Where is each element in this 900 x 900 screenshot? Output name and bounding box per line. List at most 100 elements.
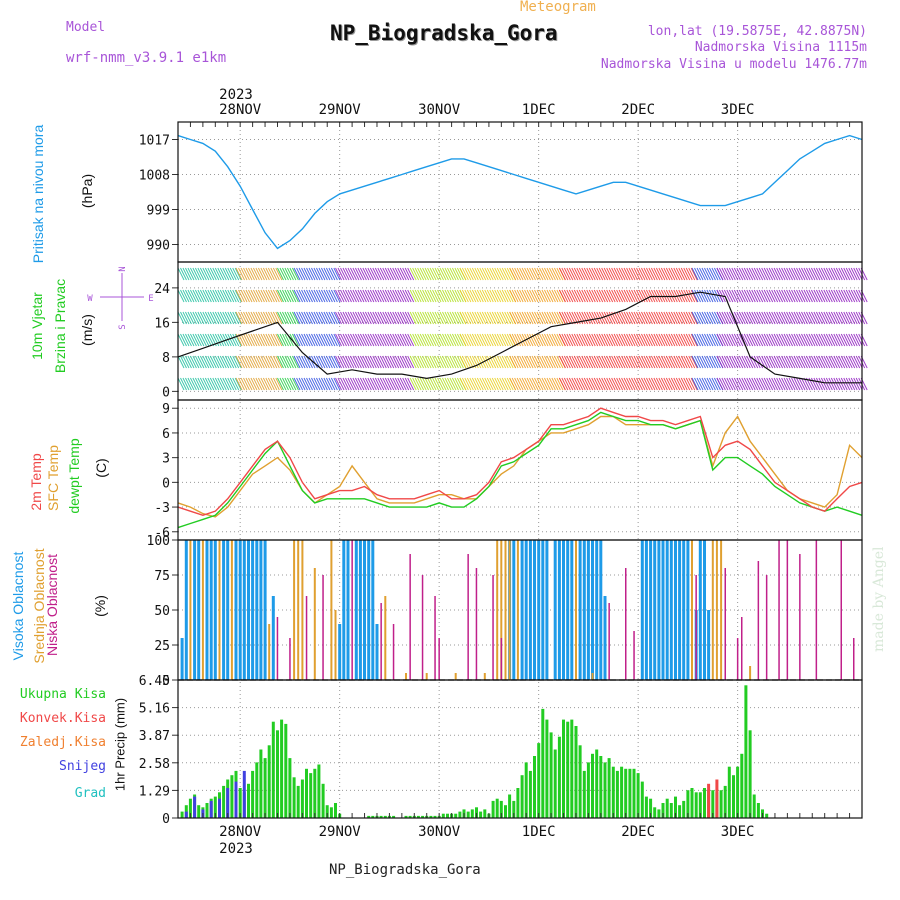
wind-barb [616,289,624,303]
wind-barb [783,311,791,325]
wind-barb [618,267,626,281]
wind-barb [621,355,629,369]
wind-barb [354,355,362,369]
wind-barb [709,333,716,347]
wind-barb [748,355,756,369]
wind-barb [289,377,297,391]
wind-barb [643,267,651,281]
wind-barb [451,289,459,303]
wind-barb [531,311,539,325]
wind-barb [509,377,517,391]
wind-barb [265,377,273,391]
wind-barb [606,377,614,391]
wind-barb [474,333,482,347]
wind-barb [723,267,731,281]
wind-barb [626,289,633,303]
wind-barb [437,333,444,347]
wind-barb [788,377,796,391]
wind-barb [340,333,347,347]
wind-barb [631,267,638,281]
wind-barb [731,267,739,281]
wind-barb [255,289,263,303]
wind-barb [461,267,469,281]
wind-barb [711,355,719,369]
wind-barb [432,333,439,347]
wind-barb [778,267,786,281]
wind-barb [279,355,287,369]
top-day-label: 30NOV [418,102,461,118]
wind-barb [556,267,564,281]
wind-barb [670,377,678,391]
wind-barb [342,267,350,281]
wind-barb [653,333,661,347]
wind-barb [374,311,382,325]
wind-barb [514,267,522,281]
wind-barb [248,267,255,281]
wind-barb [616,267,624,281]
cloud-bar [661,540,665,680]
wind-barb [447,267,454,281]
wind-barb [177,355,185,369]
wind-barb [267,311,275,325]
wind-barb [182,289,190,303]
wind-barb [399,289,407,303]
wind-barb [325,333,333,347]
wind-barb [316,377,323,391]
wind-barb [806,267,813,281]
wind-barb [606,311,614,325]
wind-barb [583,289,591,303]
wind-barb [202,355,210,369]
wind-barb [694,355,701,369]
wind-barb [397,289,405,303]
wind-barb [558,289,566,303]
wind-barb [776,355,784,369]
precip-bar [429,815,433,818]
wind-barb [606,289,614,303]
precip-bar [242,770,246,818]
wind-barb [741,311,749,325]
wind-barb [466,377,474,391]
cloud-bar [358,540,362,680]
wind-barb [217,355,225,369]
wind-barb [701,355,709,369]
wind-barb [675,355,683,369]
wind-barb [384,289,392,303]
wind-barb [796,289,803,303]
precip-bar [334,803,337,818]
wind-barb [636,311,643,325]
wind-barb [690,333,698,347]
wind-barb [394,355,402,369]
wind-barb [466,311,474,325]
wind-barb [275,333,283,347]
wind-barb [763,267,771,281]
wind-barb [758,289,766,303]
wind-barb [581,333,589,347]
wind-barb [573,289,581,303]
wind-barb [476,355,484,369]
wind-barb [402,377,410,391]
wind-barb [843,377,851,391]
cloud-bar [297,540,300,680]
wind-barb [333,311,341,325]
wind-barb [798,267,806,281]
wind-barb [501,377,509,391]
cloud-bar [736,638,739,680]
wind-barb [516,267,524,281]
wind-barb [793,267,801,281]
wind-barb [771,311,779,325]
wind-barb [558,377,566,391]
wind-barb [825,333,833,347]
wind-barb [835,355,843,369]
wind-barb [389,355,397,369]
cloud-bar [500,540,503,680]
wind-barb [427,311,435,325]
wind-barb [224,355,232,369]
wind-barb [743,355,751,369]
wind-barb [357,267,365,281]
wind-barb [235,377,243,391]
wind-barb [379,333,387,347]
wind-barb [848,289,856,303]
wind-barb [840,377,848,391]
wind-barb [673,333,681,347]
wind-barb [606,333,614,347]
